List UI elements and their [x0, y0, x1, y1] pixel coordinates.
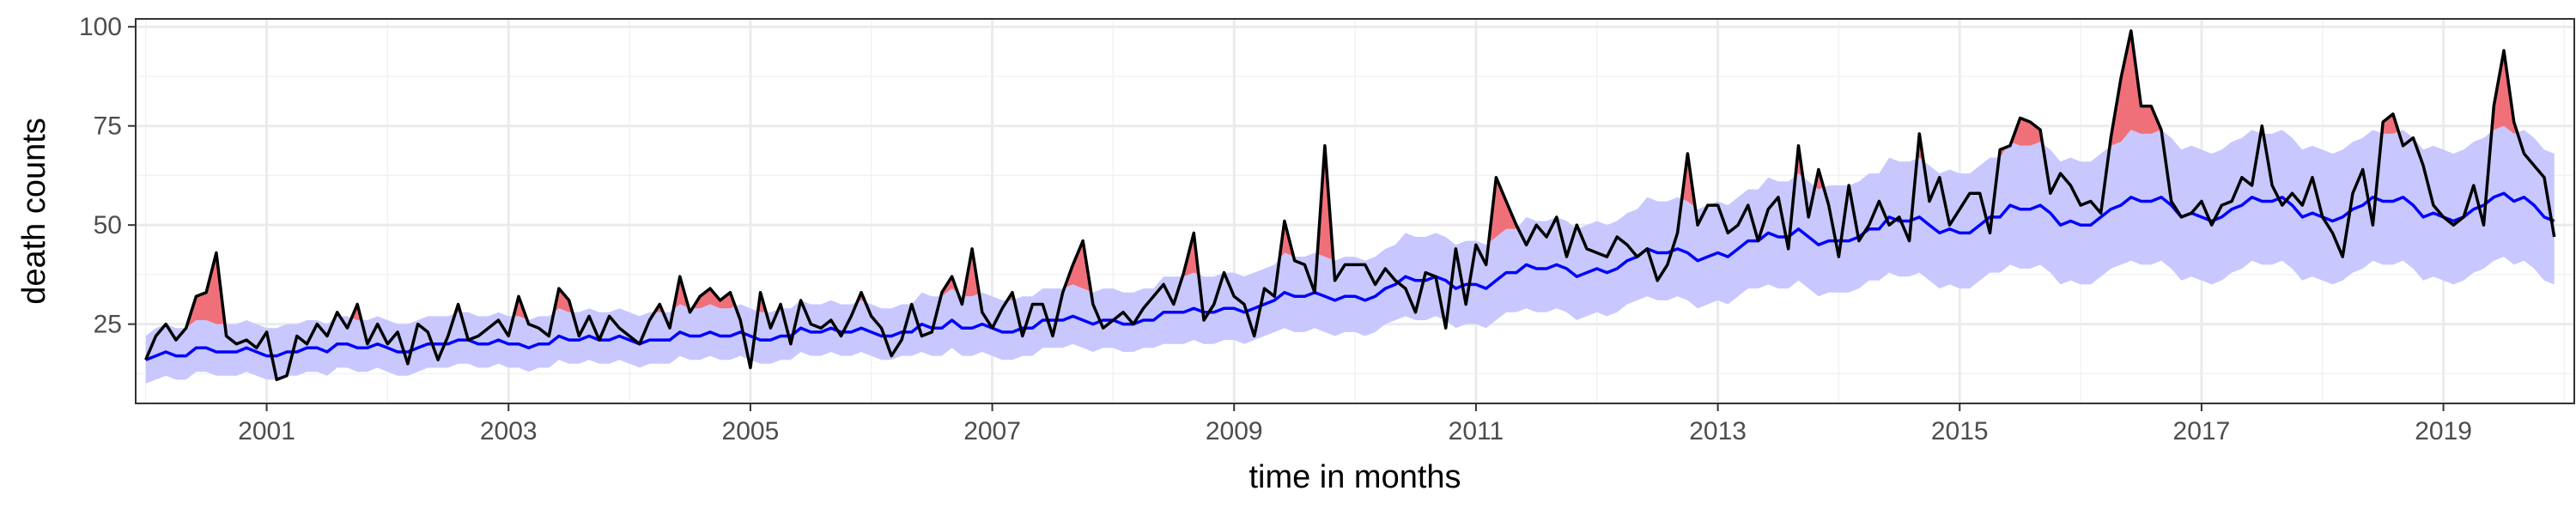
y-tick-label: 100 — [79, 13, 122, 41]
x-tick-label: 2005 — [722, 417, 780, 445]
panel-border — [135, 18, 2575, 404]
y-tick-label: 50 — [94, 211, 122, 239]
x-axis-title: time in months — [1249, 459, 1461, 495]
x-tick-label: 2011 — [1449, 417, 1504, 445]
expected-line — [145, 191, 2555, 361]
x-axis-ticks: 2001 2003 2005 2007 2009 2011 2013 2015 2017 2019 — [238, 403, 2472, 445]
x-tick-label: 2015 — [1931, 417, 1989, 445]
expected-line-layer — [145, 191, 2555, 361]
y-axis-title: death counts — [16, 118, 52, 305]
x-tick-label: 2019 — [2415, 417, 2472, 445]
excess-area — [963, 248, 980, 297]
excess-area — [2109, 30, 2161, 147]
x-tick-label: 2007 — [963, 417, 1021, 445]
excess-area — [1279, 221, 1294, 259]
x-tick-label: 2001 — [238, 417, 295, 445]
x-tick-label: 2017 — [2173, 417, 2231, 445]
excess-area — [1317, 145, 1334, 260]
excess-area — [1488, 177, 1518, 243]
x-tick-label: 2013 — [1689, 417, 1747, 445]
excess-area — [2491, 50, 2518, 134]
y-axis-ticks: 25 50 75 100 — [79, 13, 136, 339]
expected-range-band-area — [145, 125, 2555, 384]
excess-area — [185, 252, 225, 329]
observed-line — [144, 29, 2556, 382]
expected-range-band — [145, 125, 2555, 384]
x-tick-label: 2009 — [1206, 417, 1263, 445]
observed-line-layer — [144, 29, 2556, 382]
y-tick-label: 75 — [94, 112, 122, 141]
x-tick-label: 2003 — [480, 417, 538, 445]
excess-area — [692, 288, 736, 309]
y-tick-label: 25 — [94, 311, 122, 339]
excess-area — [673, 276, 689, 310]
